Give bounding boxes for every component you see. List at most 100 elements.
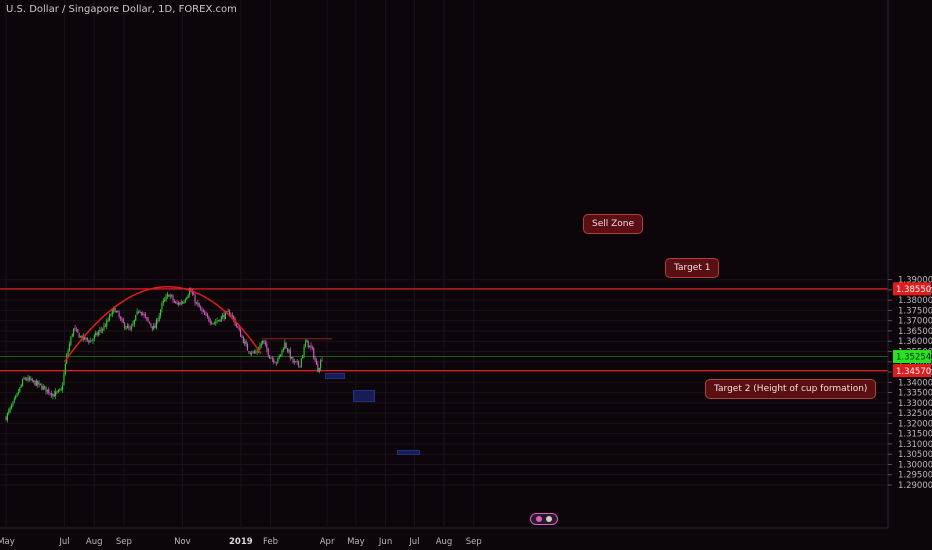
y-tick-label: 1.30000 [898, 460, 932, 470]
candle-body [30, 378, 32, 380]
candle-body [13, 399, 15, 402]
candle-body [59, 389, 61, 391]
candle-body [150, 323, 152, 326]
candle-body [53, 393, 55, 397]
candle-body [298, 361, 300, 366]
candle-body [300, 358, 302, 367]
candle-body [103, 325, 105, 329]
candle-body [255, 352, 257, 354]
candle-body [175, 301, 177, 304]
candle-body [137, 311, 140, 313]
candle-body [246, 343, 249, 351]
candle-body [240, 329, 242, 337]
candle-body [220, 316, 222, 322]
candle-body [16, 393, 18, 397]
x-tick-label: May [347, 537, 365, 547]
candle-body [140, 311, 142, 315]
candle-body [104, 325, 106, 327]
candle-body [60, 389, 62, 391]
candle-body [38, 383, 40, 385]
cup-formation-curve [63, 286, 262, 363]
candle-body [9, 407, 11, 411]
candle-body [28, 377, 31, 380]
price-axis[interactable]: 1.390001.385001.380001.375001.370001.365… [887, 0, 932, 528]
candle-body [229, 311, 231, 316]
candle-body [114, 307, 116, 313]
candle-body [121, 318, 123, 321]
candle-body [230, 315, 232, 316]
candle-body [274, 362, 276, 364]
candle-body [314, 357, 316, 361]
candle-body [88, 340, 90, 343]
candle-body [253, 351, 255, 353]
sell-zone-box[interactable] [325, 372, 346, 379]
y-tick-label: 1.39000 [898, 276, 932, 286]
candle-body [158, 315, 160, 321]
candle-body [110, 315, 112, 317]
x-tick-label: Aug [436, 537, 453, 547]
candle-body [282, 349, 284, 351]
candle-body [89, 340, 91, 343]
chart-title: U.S. Dollar / Singapore Dollar, 1D, FORE… [6, 4, 237, 15]
candle-body [126, 326, 128, 329]
candle-body [188, 290, 191, 295]
candle-body [198, 303, 200, 308]
candle-body [132, 323, 134, 327]
horizontal-levels [0, 288, 888, 372]
candle-body [309, 345, 311, 348]
candle-body [106, 320, 108, 327]
candle-body [139, 311, 141, 313]
candle-body [162, 300, 164, 303]
candle-body [252, 351, 254, 353]
sell-zone-callout[interactable]: Sell Zone [583, 214, 644, 234]
candle-body [17, 392, 19, 394]
candle-body [148, 321, 151, 324]
price-tag-label: 1.34570 [896, 367, 931, 377]
x-tick-label: Jul [408, 537, 419, 547]
candle-body [209, 320, 211, 323]
candle-body [142, 313, 144, 315]
candle-body [249, 352, 251, 354]
candle-body [35, 380, 37, 386]
candle-body [97, 332, 100, 335]
x-tick-label: Apr [320, 537, 335, 547]
target-1-callout[interactable]: Target 1 [665, 258, 720, 278]
candle-body [237, 326, 239, 328]
candle-body [169, 295, 171, 297]
target-1-box[interactable] [352, 390, 376, 402]
candle-body [187, 295, 189, 298]
price-tag-bg [893, 364, 931, 378]
x-tick-label: Nov [174, 537, 191, 547]
candle-body [26, 379, 28, 381]
price-tag-bg [893, 350, 931, 364]
candle-body [292, 357, 294, 363]
candle-body [153, 325, 155, 330]
candle-body [64, 363, 66, 374]
tradingview-logo-icon [530, 513, 558, 525]
target-2-box[interactable] [397, 449, 421, 456]
candle-body [39, 383, 42, 385]
candle-body [96, 332, 98, 335]
y-tick-label: 1.32000 [898, 419, 932, 429]
x-tick-label: 2019 [229, 537, 253, 547]
candle-body [144, 314, 146, 317]
candle-body [75, 329, 77, 331]
candle-body [154, 325, 156, 328]
candle-body [157, 320, 159, 322]
candle-body [74, 328, 76, 330]
y-tick-label: 1.34000 [898, 378, 932, 388]
candle-body [113, 307, 115, 311]
time-axis[interactable]: May Jul Aug Sep Nov 2019 Feb Apr May Jun Jul Aug Sep [0, 537, 482, 547]
candle-body [165, 296, 167, 300]
candle-body [277, 358, 279, 363]
candle-body [143, 314, 145, 315]
candle-body [307, 340, 309, 348]
candle-body [286, 348, 289, 352]
target-2-callout[interactable]: Target 2 (Height of cup formation) [705, 379, 877, 399]
candle-body [100, 329, 102, 331]
candle-body [280, 354, 282, 357]
candle-body [168, 294, 170, 297]
candle-body [193, 294, 195, 296]
y-tick-label: 1.33000 [898, 399, 932, 409]
